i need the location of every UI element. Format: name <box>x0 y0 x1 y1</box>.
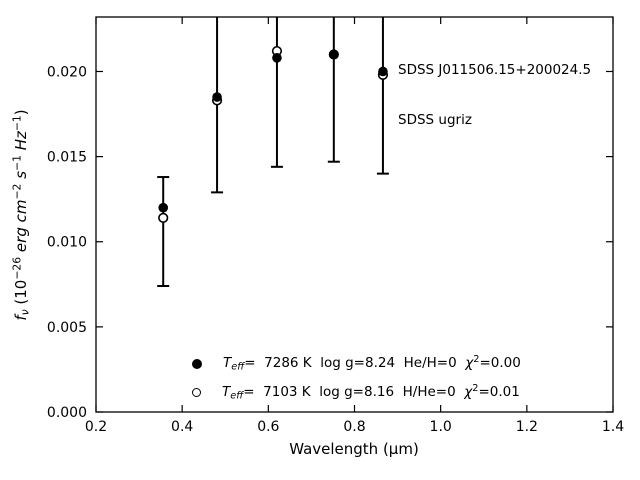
text-part: −26 <box>10 256 24 280</box>
x-tick-label: 0.2 <box>85 419 107 435</box>
text-part: s <box>11 170 30 179</box>
x-tick-label: 1.2 <box>516 419 538 435</box>
data-point-filled-u <box>158 202 169 213</box>
text-part: = 7103 K log g=8.16 H/He=0 <box>243 384 465 401</box>
text-part: f <box>11 315 30 321</box>
x-axis-label: Wavelength (μm) <box>289 440 419 458</box>
text-part: −2 <box>10 183 24 200</box>
filled-circle-icon <box>192 358 202 369</box>
text-part: χ <box>465 355 474 372</box>
text-part: ) <box>11 109 30 116</box>
y-tick-label: 0.020 <box>47 64 87 80</box>
y-tick-label: 0.000 <box>47 405 87 421</box>
text-part: 2 <box>472 383 479 395</box>
text-part <box>12 252 30 257</box>
legend-row-2: Teff= 7103 K log g=8.16 H/He=0 χ2=0.01 <box>192 378 521 407</box>
data-point-filled-g <box>212 92 222 102</box>
y-tick-label: 0.010 <box>47 235 87 251</box>
text-part: −1 <box>10 155 24 171</box>
text-part: =0.00 <box>479 355 521 372</box>
x-tick-label: 0.6 <box>257 419 279 435</box>
annotation-object-id: SDSS J011506.15+200024.5 <box>398 62 592 78</box>
y-axis-label: fν (10−26 erg cm−2 s−1 Hz−1) <box>10 109 31 320</box>
text-part: (10 <box>11 279 30 310</box>
legend: Teff= 7286 K log g=8.24 He/H=0 χ2=0.00 Te… <box>192 349 521 407</box>
text-part <box>12 222 30 227</box>
text-part: erg <box>11 227 30 253</box>
text-part: =0.01 <box>478 384 520 401</box>
open-circle-icon <box>192 388 201 397</box>
text-part: cm <box>11 199 30 223</box>
text-part: Hz <box>11 131 30 151</box>
text-part: χ <box>464 384 473 401</box>
x-tick-label: 0.8 <box>343 419 365 435</box>
x-tick-label: 1.4 <box>602 419 624 435</box>
y-tick-label: 0.015 <box>47 150 87 166</box>
annotation-block: SDSS J011506.15+200024.5 SDSS ugriz <box>398 29 591 161</box>
text-part: eff <box>231 361 245 373</box>
text-part: 2 <box>473 354 480 366</box>
text-part: eff <box>230 390 244 402</box>
text-part: −1 <box>10 115 24 132</box>
y-tick-label: 0.005 <box>47 320 87 336</box>
data-point-filled-r <box>272 53 282 63</box>
x-tick-label: 1.0 <box>430 419 452 435</box>
data-point-filled-z <box>378 66 388 77</box>
text-part <box>12 179 30 184</box>
data-point-filled-i <box>329 49 339 60</box>
text-part: ν <box>18 309 32 316</box>
x-tick-label: 0.4 <box>171 419 193 435</box>
legend-entry-label: Teff= 7286 K log g=8.24 He/H=0 χ2=0.00 <box>223 354 521 372</box>
text-part: T <box>222 384 231 401</box>
text-part: T <box>223 355 232 372</box>
legend-row-1: Teff= 7286 K log g=8.24 He/H=0 χ2=0.00 <box>192 349 521 378</box>
legend-entry-label: Teff= 7103 K log g=8.16 H/He=0 χ2=0.01 <box>222 383 520 401</box>
data-point-open-u <box>158 212 169 224</box>
text-part <box>12 150 30 155</box>
text-part: = 7286 K log g=8.24 He/H=0 <box>244 355 466 372</box>
annotation-survey: SDSS ugriz <box>398 111 472 128</box>
